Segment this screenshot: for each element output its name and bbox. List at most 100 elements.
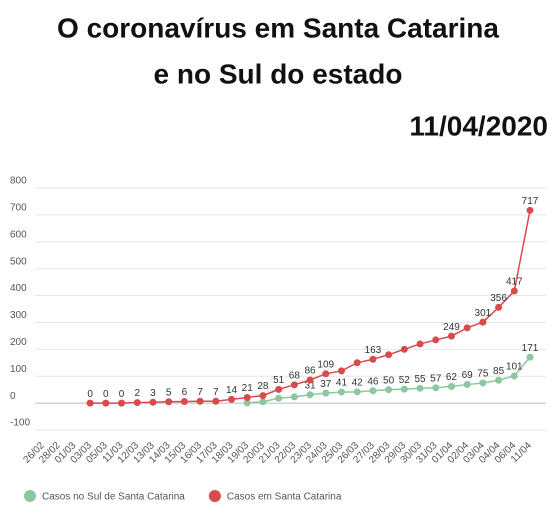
data-label: 717	[522, 196, 539, 207]
data-point	[510, 287, 518, 295]
data-point	[196, 397, 204, 405]
data-point	[495, 376, 503, 384]
data-label: 5	[166, 387, 172, 398]
data-label: 163	[365, 345, 382, 356]
data-label: 41	[336, 378, 348, 389]
data-point	[306, 391, 314, 399]
data-label: 31	[305, 380, 317, 391]
data-point	[180, 397, 188, 405]
data-label: 57	[430, 373, 442, 384]
y-tick-label: 300	[10, 310, 27, 321]
legend-label: Casos em Santa Catarina	[227, 492, 342, 503]
data-point	[118, 399, 126, 407]
chart-date: 11/04/2020	[409, 110, 548, 141]
data-point	[275, 385, 283, 393]
data-point	[290, 393, 298, 401]
data-point	[432, 384, 440, 392]
data-point	[243, 399, 251, 407]
data-point	[102, 399, 110, 407]
data-label: 51	[273, 375, 285, 386]
data-label: 356	[490, 293, 507, 304]
data-label: 6	[182, 387, 188, 398]
y-tick-label: 700	[10, 203, 27, 214]
data-point	[259, 398, 267, 406]
data-point	[526, 206, 534, 214]
data-point	[432, 336, 440, 344]
legend-marker	[208, 490, 221, 502]
data-point	[385, 386, 393, 394]
data-point	[510, 372, 518, 380]
data-point	[306, 376, 314, 384]
y-tick-label: 600	[10, 229, 27, 240]
data-point	[290, 381, 298, 389]
data-label: 0	[103, 389, 109, 400]
data-point	[495, 303, 503, 311]
chart-subtitle: e no Sul do estado	[154, 58, 403, 89]
data-label: 68	[289, 370, 301, 381]
data-label: 75	[477, 369, 489, 380]
data-label: 62	[446, 372, 458, 383]
data-label: 85	[493, 366, 505, 377]
data-label: 46	[367, 376, 379, 387]
data-point	[447, 332, 455, 340]
y-tick-label: 800	[10, 176, 27, 187]
data-point	[165, 398, 173, 406]
data-label: 3	[150, 388, 156, 399]
data-label: 86	[305, 366, 317, 377]
data-label: 14	[226, 385, 238, 396]
data-point	[463, 324, 471, 332]
data-point	[322, 370, 330, 378]
chart-title: O coronavírus em Santa Catarina	[57, 12, 499, 43]
y-tick-label: -100	[10, 418, 30, 429]
data-point	[259, 392, 267, 400]
data-point	[463, 381, 471, 389]
y-tick-label: 0	[10, 391, 16, 402]
data-label: 55	[414, 374, 426, 385]
data-point	[526, 353, 534, 361]
y-tick-label: 400	[10, 283, 27, 294]
data-point	[275, 394, 283, 402]
data-point	[228, 395, 236, 403]
data-point	[212, 397, 220, 405]
data-point	[86, 399, 94, 407]
data-point	[149, 398, 157, 406]
data-point	[322, 389, 330, 397]
data-point	[400, 385, 408, 393]
data-point	[416, 340, 424, 348]
data-label: 21	[242, 383, 254, 394]
data-point	[479, 379, 487, 387]
legend-label: Casos no Sul de Santa Catarina	[42, 492, 185, 503]
data-label: 417	[506, 277, 523, 288]
data-label: 7	[213, 387, 219, 398]
y-tick-label: 200	[10, 337, 27, 348]
data-label: 7	[197, 387, 203, 398]
data-point	[416, 384, 424, 392]
legend-marker	[24, 490, 36, 502]
data-point	[133, 399, 141, 407]
data-point	[369, 355, 377, 363]
data-label: 249	[443, 322, 460, 333]
data-point	[479, 318, 487, 326]
y-tick-label: 100	[10, 364, 27, 375]
data-label: 0	[87, 389, 93, 400]
data-label: 28	[257, 381, 269, 392]
data-point	[353, 359, 361, 367]
data-label: 171	[522, 343, 539, 354]
data-label: 109	[317, 359, 334, 370]
data-label: 101	[506, 362, 523, 373]
data-label: 69	[462, 370, 474, 381]
data-point	[447, 382, 455, 390]
data-point	[337, 367, 345, 375]
data-label: 2	[134, 388, 140, 399]
data-label: 301	[475, 308, 492, 319]
data-label: 37	[320, 379, 332, 390]
data-point	[353, 388, 361, 396]
data-point	[337, 388, 345, 396]
data-label: 50	[383, 375, 395, 386]
data-point	[385, 351, 393, 359]
data-label: 0	[119, 389, 125, 400]
data-point	[369, 387, 377, 395]
data-label: 52	[399, 375, 411, 386]
data-point	[400, 345, 408, 353]
